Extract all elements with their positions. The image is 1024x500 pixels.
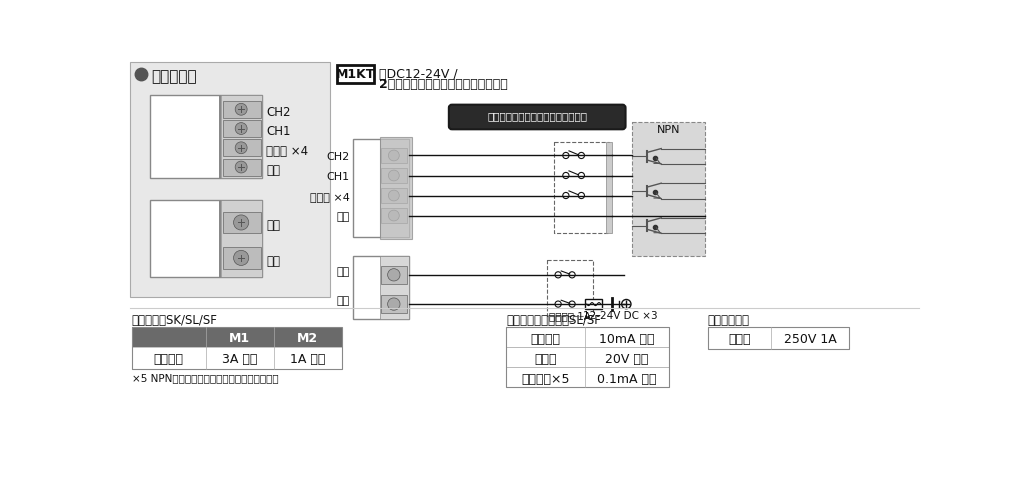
Text: 250V 1A: 250V 1A <box>783 332 837 345</box>
FancyBboxPatch shape <box>449 104 626 130</box>
Text: 電源: 電源 <box>266 255 280 268</box>
Bar <box>554 142 608 233</box>
Text: 電源: 電源 <box>337 267 349 277</box>
Circle shape <box>233 215 249 230</box>
Text: 共通: 共通 <box>266 164 280 177</box>
Circle shape <box>233 250 249 266</box>
Text: 2点穴式取付・プッシュイン端子台）: 2点穴式取付・プッシュイン端子台） <box>379 78 508 92</box>
Bar <box>606 142 612 233</box>
Bar <box>150 200 262 277</box>
Text: 【電源線】SK/SL/SF: 【電源線】SK/SL/SF <box>132 314 218 327</box>
Bar <box>506 327 669 387</box>
Text: 電　圧: 電 圧 <box>535 352 557 366</box>
Bar <box>381 266 407 284</box>
Text: CH1: CH1 <box>327 172 349 181</box>
Bar <box>632 122 706 256</box>
Text: 電流容量: 電流容量 <box>530 332 561 345</box>
Circle shape <box>388 190 399 201</box>
Bar <box>506 367 669 387</box>
Text: （DC12-24V /: （DC12-24V / <box>379 68 458 80</box>
Text: 定　格: 定 格 <box>728 332 751 345</box>
Text: 1A 以上: 1A 以上 <box>290 352 326 366</box>
Circle shape <box>236 142 247 154</box>
Text: CH2: CH2 <box>327 152 349 162</box>
Text: M2: M2 <box>297 332 318 345</box>
Bar <box>506 327 669 347</box>
Text: CH1: CH1 <box>266 126 291 138</box>
Bar <box>222 101 260 117</box>
Text: 0.1mA 以下: 0.1mA 以下 <box>597 372 656 386</box>
Bar <box>130 62 331 297</box>
Text: 電源: 電源 <box>266 220 280 232</box>
Bar <box>222 247 260 268</box>
Bar <box>219 200 221 277</box>
Text: ブザー ×4: ブザー ×4 <box>310 192 349 202</box>
Circle shape <box>236 122 247 134</box>
Bar <box>221 200 262 277</box>
Bar <box>132 327 342 347</box>
Text: 電源: 電源 <box>337 296 349 306</box>
Text: 3A 以上: 3A 以上 <box>222 352 257 366</box>
Circle shape <box>388 150 399 161</box>
Text: 【ヒューズ】: 【ヒューズ】 <box>708 314 750 327</box>
Text: CH2: CH2 <box>266 106 291 119</box>
Bar <box>219 94 221 178</box>
Bar <box>132 347 342 369</box>
Text: M1: M1 <box>229 332 250 345</box>
Bar <box>381 208 407 223</box>
Text: 20V 以上: 20V 以上 <box>605 352 649 366</box>
Text: 共通: 共通 <box>337 212 349 222</box>
Bar <box>150 94 262 178</box>
Bar <box>708 327 849 349</box>
Bar <box>381 168 407 183</box>
Text: ブザー ×4: ブザー ×4 <box>266 144 308 158</box>
Text: 12-24V DC ×3: 12-24V DC ×3 <box>583 311 657 321</box>
Text: ×5 NPNオープンコレクタトランジスタ使用時: ×5 NPNオープンコレクタトランジスタ使用時 <box>132 374 279 384</box>
Bar <box>380 256 409 320</box>
Bar <box>221 94 262 178</box>
Text: 漏れ電流×5: 漏れ電流×5 <box>521 372 570 386</box>
Bar <box>708 327 849 349</box>
Bar <box>222 140 260 156</box>
Bar <box>380 137 413 238</box>
Text: 【ブザー・信号線】SL/SF: 【ブザー・信号線】SL/SF <box>506 314 601 327</box>
Text: 電流容量: 電流容量 <box>154 352 183 366</box>
Circle shape <box>388 210 399 221</box>
Circle shape <box>388 268 400 281</box>
Text: 端子台配列: 端子台配列 <box>152 69 197 84</box>
Circle shape <box>388 298 400 310</box>
Bar <box>547 260 593 316</box>
Circle shape <box>236 104 247 115</box>
Bar <box>132 327 342 369</box>
Bar <box>222 120 260 137</box>
Text: 10mA 以上: 10mA 以上 <box>599 332 655 345</box>
Text: ヒューズ 1A: ヒューズ 1A <box>549 311 591 321</box>
Bar <box>506 347 669 367</box>
Bar <box>352 138 409 237</box>
Bar <box>380 138 409 237</box>
Bar <box>381 295 407 314</box>
Circle shape <box>236 161 247 173</box>
Text: NPN: NPN <box>656 126 680 136</box>
Circle shape <box>388 170 399 181</box>
Bar <box>381 188 407 203</box>
Bar <box>352 256 409 320</box>
Bar <box>586 300 602 308</box>
Text: M1KT: M1KT <box>336 68 376 82</box>
Text: 電源と直接接続しないでください！: 電源と直接接続しないでください！ <box>487 112 587 122</box>
Bar <box>381 148 407 163</box>
Bar <box>222 212 260 233</box>
Bar <box>222 158 260 176</box>
FancyBboxPatch shape <box>337 64 375 83</box>
